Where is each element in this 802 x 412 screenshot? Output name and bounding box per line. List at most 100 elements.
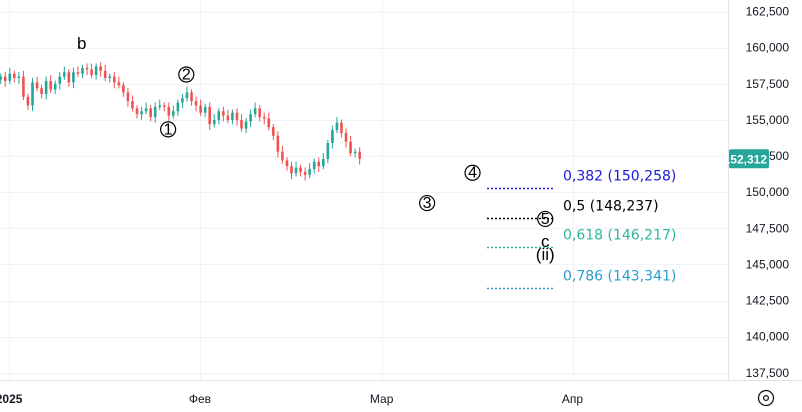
candle-body [358, 151, 361, 159]
candle-body [31, 82, 34, 106]
wave-labels: b 2 1 4 3 5 c(ii) [77, 34, 555, 264]
wave-circle [537, 210, 554, 228]
candle-body [162, 105, 166, 107]
candle-body [267, 118, 271, 128]
candle-body [3, 76, 7, 81]
candle-body [81, 67, 84, 74]
candle-body [99, 66, 102, 71]
candle-body [108, 76, 112, 79]
candle-body [144, 108, 148, 112]
candle-body [249, 114, 252, 122]
fibonacci-levels: 0,382 (150,258) 0,5 (148,237) 0,618 (146,2… [487, 169, 676, 290]
candle-body [326, 143, 330, 159]
candle-body [0, 76, 2, 80]
price-candles [0, 61, 361, 181]
x-tick-label: 2025 [0, 392, 23, 406]
y-tick-label: 160,000 [746, 41, 790, 55]
y-tick-label: 162,500 [746, 5, 790, 19]
wave-label: 1 [164, 121, 173, 138]
y-tick-label: 147,500 [746, 221, 790, 235]
fib-level-label: 0,382 (150,258) [563, 169, 676, 185]
last-price-label: 152,312 [724, 152, 768, 166]
candle-body [208, 106, 212, 125]
candle-body [222, 111, 225, 116]
candle-body [58, 76, 62, 84]
x-tick-label: Фев [189, 392, 211, 406]
wave-label: 3 [423, 195, 432, 212]
candle-body [44, 80, 48, 94]
wave-label: 2 [182, 66, 191, 83]
wave-label: 4 [468, 165, 477, 182]
candle-body [290, 166, 293, 174]
candle-body [217, 111, 221, 120]
candle-body [253, 108, 257, 115]
fib-level-label: 0,5 (148,237) [563, 199, 659, 215]
candle-body [126, 92, 130, 102]
grid [0, 0, 728, 380]
candle-body [72, 72, 75, 83]
candle-body [258, 108, 261, 118]
candle-body [26, 96, 30, 106]
candle-body [122, 85, 125, 93]
candle-body [349, 141, 352, 154]
candle-body [262, 117, 266, 119]
candle-body [85, 67, 89, 70]
fib-level-label: 0,618 (146,217) [563, 228, 676, 244]
candle-body [235, 112, 239, 120]
y-tick-label: 155,000 [746, 113, 790, 127]
wave-circle [464, 164, 481, 181]
candle-body [340, 122, 343, 133]
candle-body [172, 111, 175, 116]
candle-body [153, 106, 157, 118]
candle-body [199, 105, 202, 113]
candle-body [103, 70, 107, 79]
candle-body [281, 151, 284, 161]
candle-body [308, 169, 311, 175]
time-axis[interactable]: 2025 Фев Мар Апр [0, 392, 583, 406]
candle-body [63, 72, 66, 77]
x-tick-label: Мар [370, 392, 394, 406]
settings-button[interactable] [757, 389, 775, 407]
candle-body [35, 82, 39, 89]
y-tick-label: 137,500 [746, 366, 790, 380]
candle-body [90, 69, 93, 76]
candle-body [53, 83, 57, 90]
candle-body [22, 76, 25, 97]
candle-body [40, 88, 43, 94]
gear-icon-center [762, 394, 770, 402]
candle-body [322, 158, 325, 167]
candle-body [294, 167, 298, 174]
candle-body [194, 101, 198, 106]
candle-body [203, 106, 207, 113]
candle-body [176, 102, 180, 112]
y-tick-label: 142,500 [746, 294, 790, 308]
gear-icon[interactable] [757, 389, 775, 407]
wave-label: b [77, 34, 86, 53]
wave-circle [160, 121, 177, 138]
candle-body [149, 108, 152, 118]
candle-body [353, 151, 357, 154]
candle-body [94, 66, 98, 76]
y-tick-label: 140,000 [746, 330, 790, 344]
candle-body [285, 160, 289, 167]
candle-body [76, 72, 80, 74]
last-price-badge-bg [729, 149, 769, 169]
candle-body [49, 80, 52, 90]
candle-body [131, 101, 134, 109]
candle-body [67, 72, 71, 83]
candle-body [8, 73, 12, 81]
candle-body [240, 119, 243, 129]
candle-body [231, 112, 234, 120]
candle-body [17, 76, 21, 79]
candle-body [303, 171, 307, 175]
candle-body [167, 106, 171, 116]
candle-body [331, 130, 334, 144]
y-tick-label: 150,000 [746, 185, 790, 199]
wave-label: 5 [541, 211, 550, 228]
candle-body [344, 132, 348, 142]
candle-body [317, 161, 321, 167]
candle-body [244, 121, 248, 129]
candle-body [299, 167, 302, 172]
